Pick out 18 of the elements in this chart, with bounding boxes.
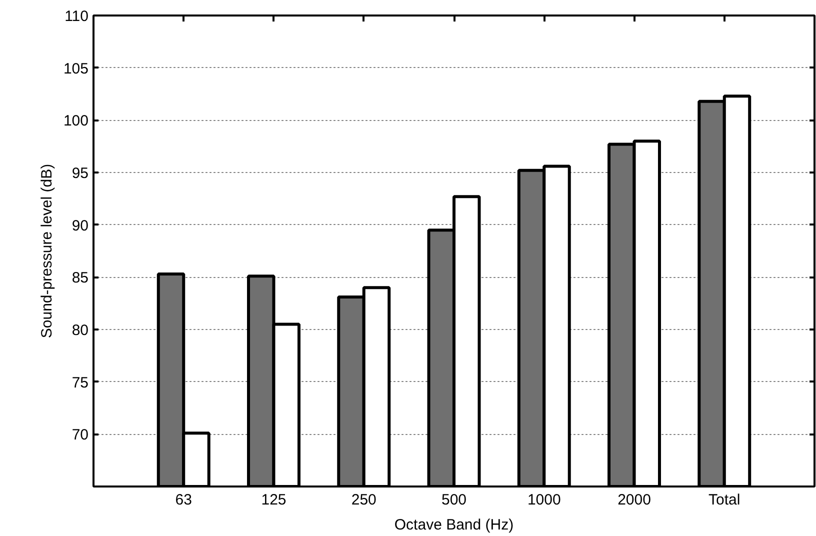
x-tick-label: Total [708,492,740,508]
y-tick-label: 110 [64,8,89,25]
y-tick-label: 75 [72,374,89,392]
x-tick-label: 250 [351,492,376,508]
x-tick-label: 125 [261,492,286,508]
y-tick-label: 90 [72,217,89,234]
x-tick-label: 500 [441,492,467,508]
y-tick-label: 85 [72,270,89,287]
y-tick-label: 95 [72,165,89,182]
y-axis-title: Sound-pressure level (dB) [38,164,56,338]
y-tick-label: 105 [63,60,89,78]
x-tick-label: 2000 [618,492,651,508]
y-tick-label: 80 [72,322,89,339]
y-tick-label: 70 [72,426,89,444]
x-tick-label: 1000 [527,492,561,508]
y-tick-label: 100 [63,112,89,130]
x-tick-label: 63 [175,492,192,508]
x-axis-title: Octave Band (Hz) [394,516,514,534]
